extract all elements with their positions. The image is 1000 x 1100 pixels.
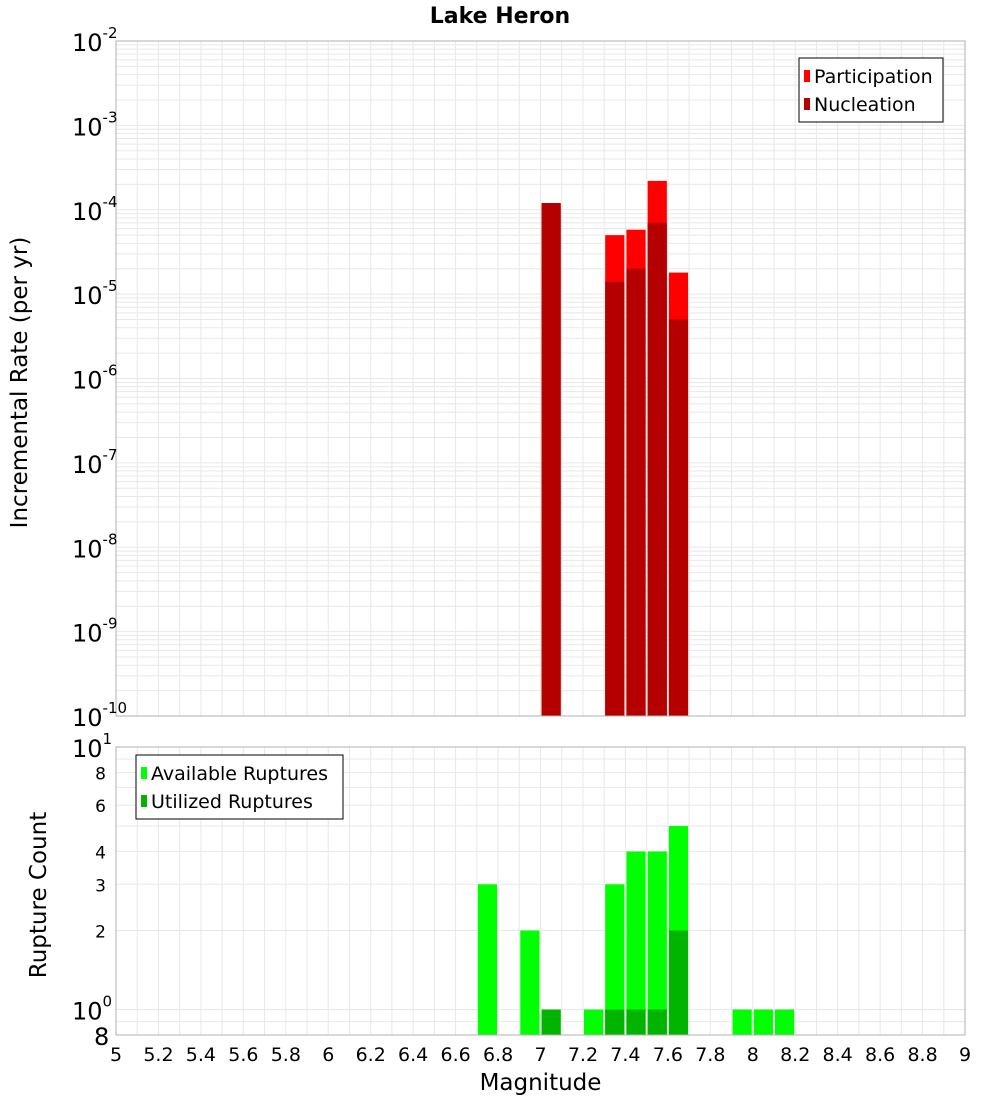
x-tick-label: 5.6 [228,1044,258,1066]
x-tick-label: 5 [110,1044,122,1066]
x-tick-label: 8.6 [865,1044,895,1066]
utilized-ruptures-bar [647,1009,667,1035]
top-bars [541,180,689,717]
y-tick-label: 10-8 [72,530,118,563]
nucleation-bar [605,281,625,716]
x-axis-label: Magnitude [480,1070,602,1096]
utilized-ruptures-bar [668,930,689,1035]
x-tick-label: 8.8 [907,1044,937,1066]
x-tick-labels: 5 5.2 5.4 5.6 5.8 6 6.2 6.4 6.6 6.8 7 7.2 7.4 7.6 7.8 8… [110,1044,971,1066]
y-tick-label: 10-6 [72,362,118,395]
top-gridlines [115,41,966,717]
y-tick-label: 10-4 [72,193,118,226]
utilized-ruptures-bar [541,1009,561,1035]
x-tick-label: 7.6 [653,1044,683,1066]
x-tick-label: 7.8 [695,1044,725,1066]
legend-box [135,754,344,820]
x-tick-label: 6 [322,1044,334,1066]
x-tick-label: 7.2 [568,1044,598,1066]
legend-nucleation-swatch [804,98,810,110]
x-tick-label: 6.6 [440,1044,470,1066]
y-tick-label: 10-3 [72,108,118,141]
available-ruptures-bar [626,851,646,1035]
x-tick-label: 6.2 [356,1044,386,1066]
legend-participation-label: Participation [814,66,933,88]
y-tick-label: 3 [95,876,106,896]
x-tick-label: 7.4 [610,1044,640,1066]
available-ruptures-bar [605,884,625,1035]
nucleation-bar [626,268,646,716]
top-plot-border [115,40,966,717]
top-plot: 10-10 10-9 10-8 10-7 10-6 10-5 10-4 10-3 10-2 In… [7,24,966,732]
top-y-tick-labels: 10-10 10-9 10-8 10-7 10-6 10-5 10-4 10-3 10-2 [72,24,127,732]
legend-available-swatch [141,767,147,779]
utilized-ruptures-bar [605,1009,625,1035]
y-tick-label: 4 [95,843,106,863]
x-tick-label: 8.4 [823,1044,853,1066]
available-ruptures-bar [583,1009,604,1035]
x-tick-label: 6.8 [483,1044,513,1066]
top-y-axis-label: Incremental Rate (per yr) [7,237,33,529]
bottom-plot-border [115,746,966,1036]
legend-available-label: Available Ruptures [151,763,328,785]
x-tick-label: 6.4 [398,1044,428,1066]
y-tick-label: 10-2 [72,24,118,57]
y-tick-label: 8 [95,764,106,784]
bottom-y-axis-label: Rupture Count [26,812,52,978]
nucleation-bar [668,319,689,716]
y-tick-label: 100 [72,993,112,1026]
y-tick-label: 6 [95,797,106,817]
x-tick-label: 7 [534,1044,546,1066]
y-tick-label: 10-5 [72,277,118,310]
x-tick-label: 9 [959,1044,971,1066]
available-ruptures-bar [774,1009,795,1035]
bottom-legend: Available Ruptures Utilized Ruptures [135,754,344,820]
x-tick-label: 5.8 [271,1044,301,1066]
available-ruptures-bar [753,1009,773,1035]
y-tick-label: 10-9 [72,615,118,648]
legend-utilized-label: Utilized Ruptures [151,791,313,813]
available-ruptures-bar [732,1009,752,1035]
y-tick-label: 2 [95,923,106,943]
y-tick-label: 10-10 [72,699,127,732]
chart-title: Lake Heron [430,4,570,29]
nucleation-bar [647,222,667,716]
bottom-bars [477,826,795,1035]
x-tick-label: 5.4 [186,1044,216,1066]
x-tick-label: 8 [747,1044,759,1066]
x-tick-label: 8.2 [780,1044,810,1066]
y-tick-label: 10-7 [72,446,118,479]
legend-box [798,57,944,123]
top-legend: Participation Nucleation [798,57,944,123]
available-ruptures-bar [647,851,667,1035]
x-tick-label: 5.2 [143,1044,173,1066]
legend-nucleation-label: Nucleation [814,94,916,116]
available-ruptures-bar [477,884,498,1035]
y-tick-label: 8 [94,1023,109,1051]
available-ruptures-bar [520,930,540,1035]
nucleation-bar [541,203,561,716]
legend-utilized-swatch [141,795,147,807]
y-tick-label: 101 [72,730,112,763]
utilized-ruptures-bar [626,1009,646,1035]
legend-participation-swatch [804,70,810,82]
